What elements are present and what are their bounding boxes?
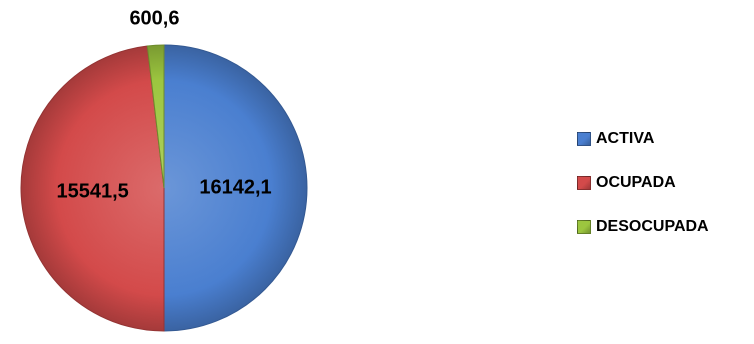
legend-item-activa: ACTIVA (577, 130, 709, 148)
data-label-desocupada: 600,6 (129, 8, 179, 30)
legend-item-ocupada: OCUPADA (577, 174, 709, 192)
legend: ACTIVA OCUPADA DESOCUPADA (577, 130, 709, 236)
data-label-activa: 16142,1 (199, 176, 271, 198)
legend-item-desocupada: DESOCUPADA (577, 218, 709, 236)
legend-label-activa: ACTIVA (596, 130, 654, 148)
legend-label-desocupada: DESOCUPADA (596, 218, 709, 236)
legend-swatch-desocupada (577, 220, 591, 234)
data-label-ocupada: 15541,5 (56, 180, 128, 202)
legend-swatch-ocupada (577, 176, 591, 190)
legend-label-ocupada: OCUPADA (596, 174, 676, 192)
legend-swatch-activa (577, 132, 591, 146)
